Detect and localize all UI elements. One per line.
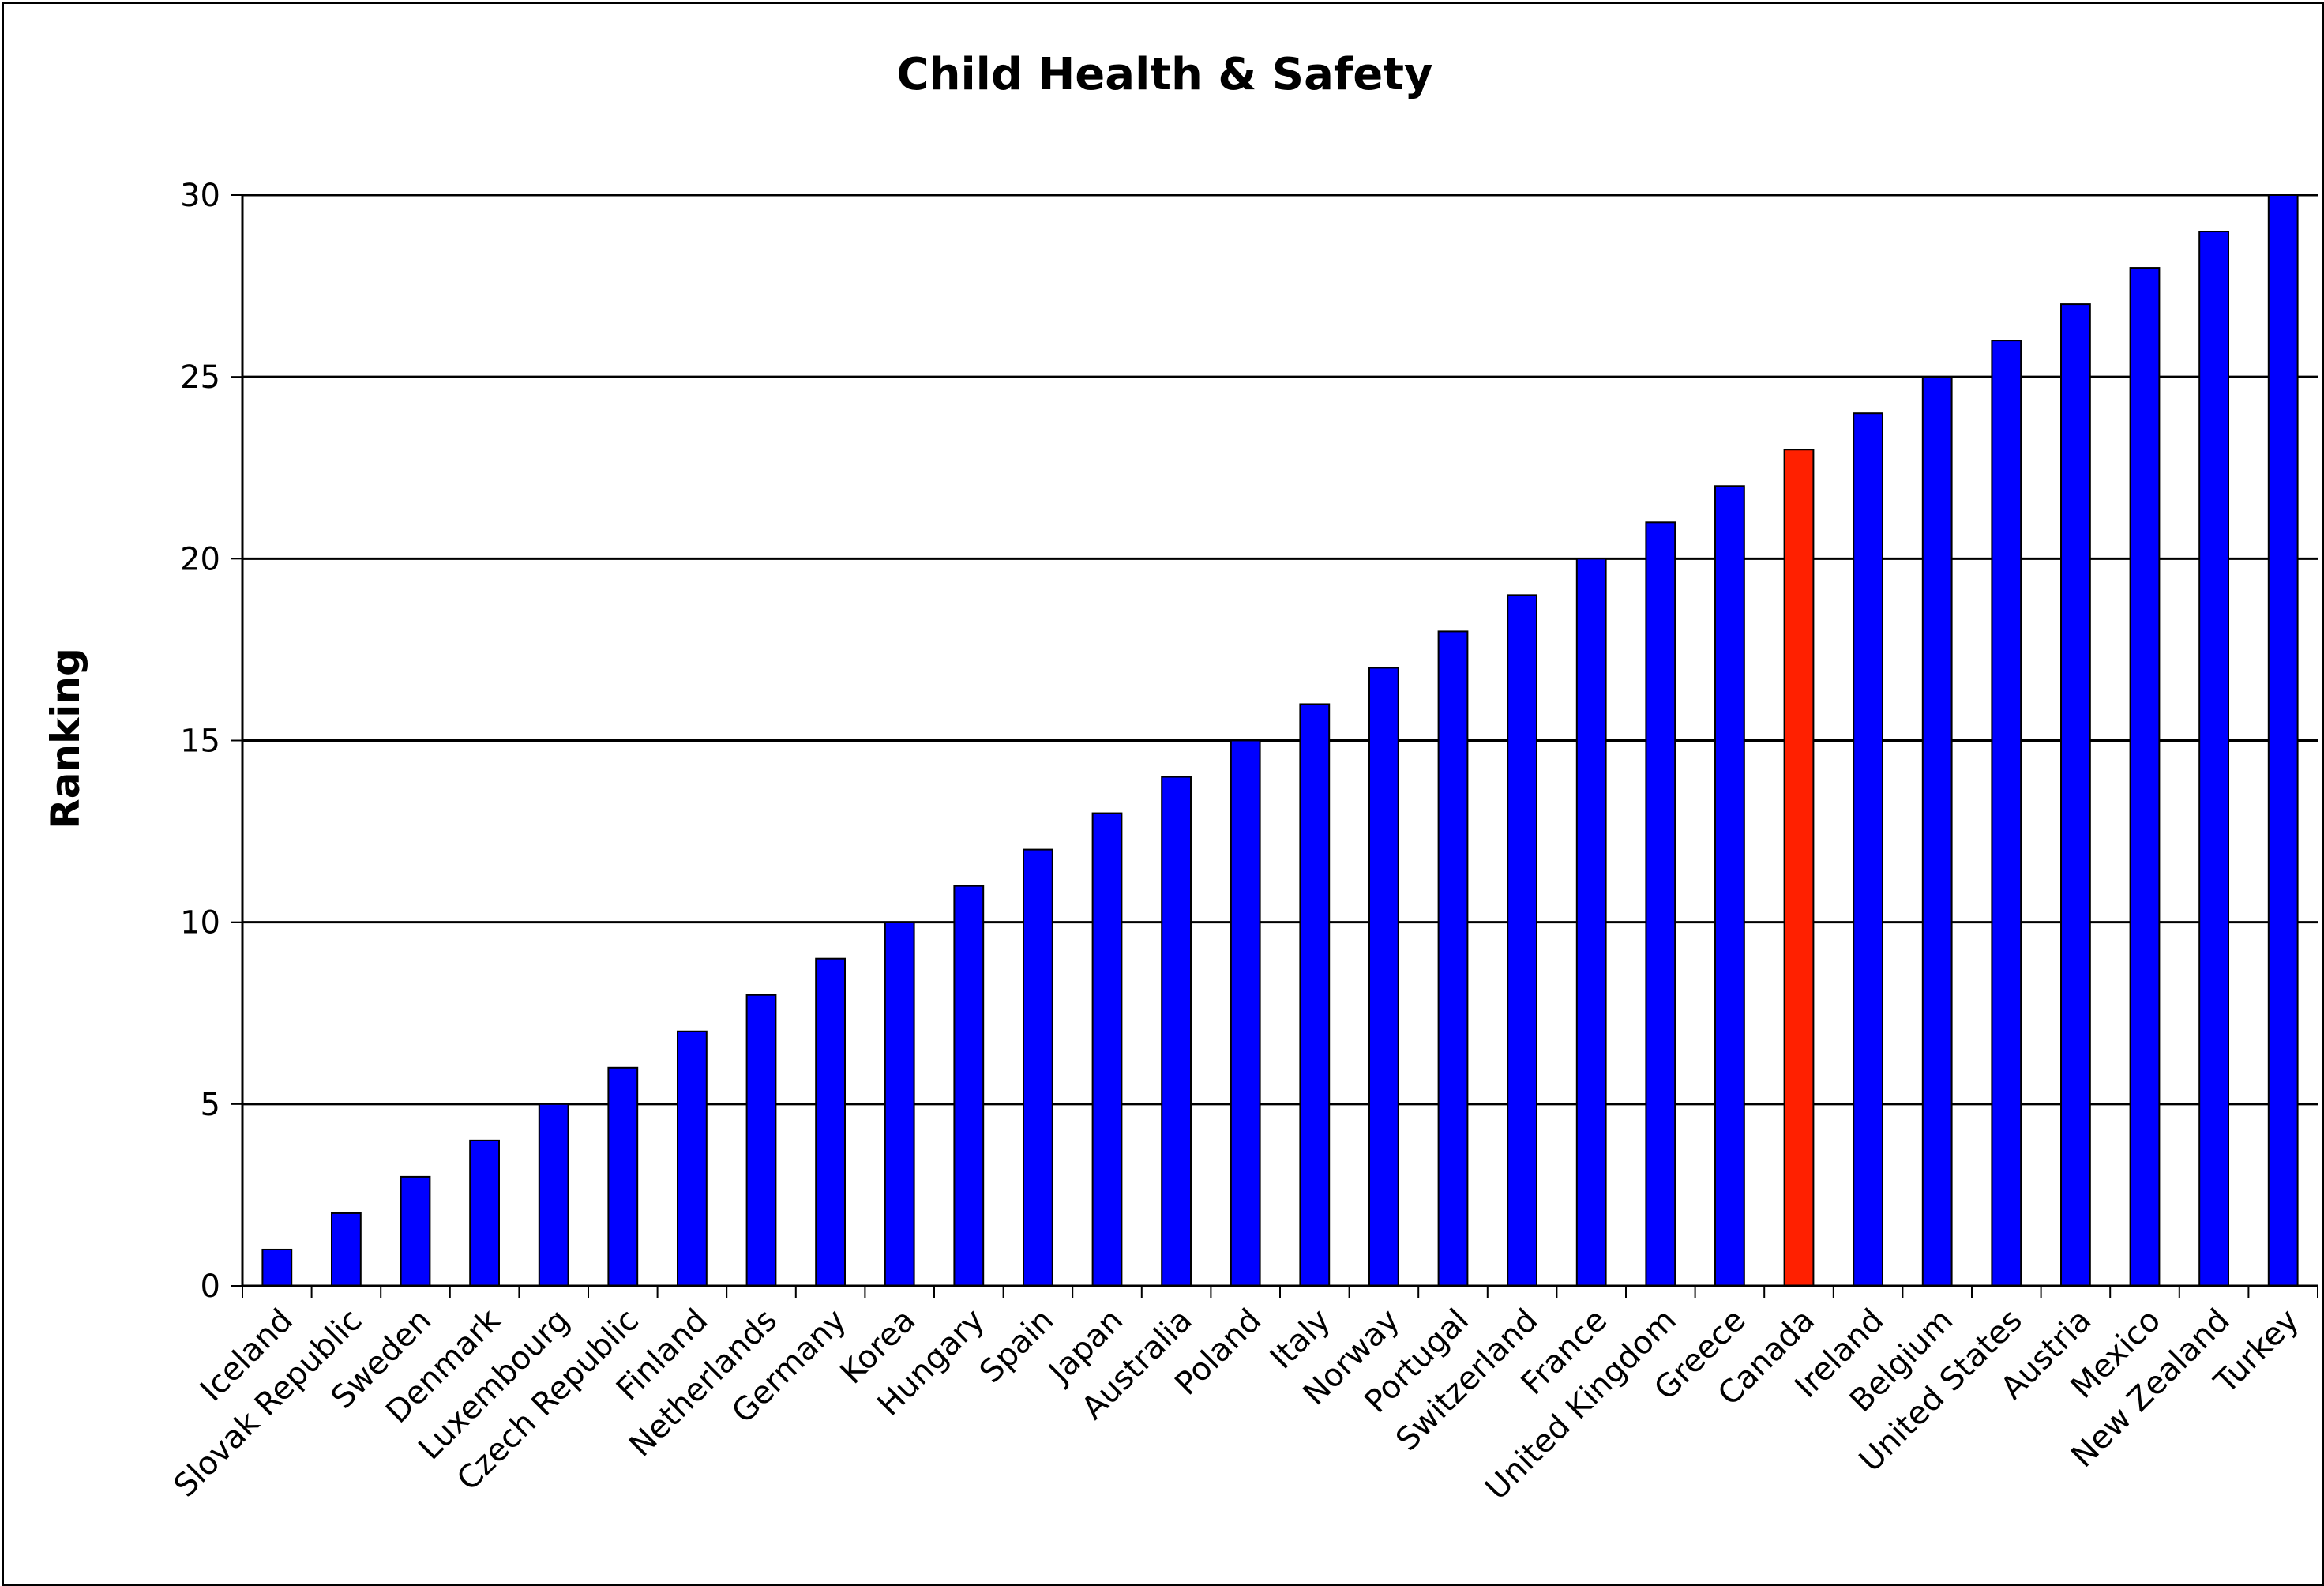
bar-italy	[1299, 703, 1331, 1287]
bar-turkey	[2267, 194, 2299, 1287]
bar-luxembourg	[538, 1103, 569, 1287]
y-tick-label: 25	[180, 359, 220, 396]
bar-portugal	[1437, 630, 1469, 1287]
bar-finland	[677, 1030, 708, 1287]
bar-hungary	[953, 885, 985, 1287]
bar-belgium	[1921, 376, 1953, 1287]
y-tick-labels: 0 5 10 15 20 25 30	[180, 178, 220, 1305]
bar-greece	[1714, 485, 1745, 1287]
bar-united-states	[1991, 340, 2022, 1287]
bar-slovak-republic	[331, 1212, 362, 1287]
bar-spain	[1023, 848, 1053, 1287]
y-tick-label: 30	[180, 178, 220, 214]
bar-czech-republic	[607, 1066, 639, 1287]
bar-united-kingdom	[1645, 521, 1676, 1287]
bar-korea	[884, 921, 915, 1287]
bar-canada	[1783, 449, 1815, 1287]
x-tick-label: Spain	[973, 1302, 1061, 1391]
y-axis-label: Ranking	[43, 648, 88, 829]
bar-switzerland	[1507, 594, 1537, 1287]
bar-norway	[1368, 667, 1399, 1287]
bar-germany	[815, 957, 846, 1287]
y-tick-label: 5	[201, 1087, 220, 1123]
bar-new-zealand	[2198, 231, 2229, 1287]
y-tick-label: 0	[201, 1268, 220, 1305]
bar-japan	[1091, 812, 1123, 1287]
axes	[241, 195, 2318, 1298]
y-tick-label: 20	[180, 541, 220, 577]
bar-mexico	[2129, 267, 2161, 1287]
bar-chart: Child Health & Safety Ranking 0 5 10 15 20 25…	[43, 49, 2318, 1507]
bar-netherlands	[745, 994, 777, 1287]
gridlines	[231, 194, 2318, 1287]
y-tick-label: 10	[180, 905, 220, 941]
bar-sweden	[400, 1175, 431, 1287]
bar-austria	[2060, 303, 2091, 1287]
bars	[261, 194, 2299, 1287]
bar-ireland	[1853, 412, 1883, 1287]
bar-iceland	[261, 1248, 293, 1287]
bar-france	[1575, 558, 1607, 1287]
bar-poland	[1230, 739, 1261, 1287]
bar-denmark	[469, 1139, 500, 1287]
bar-australia	[1161, 776, 1192, 1287]
y-tick-label: 15	[180, 723, 220, 760]
chart-title: Child Health & Safety	[897, 49, 1433, 100]
